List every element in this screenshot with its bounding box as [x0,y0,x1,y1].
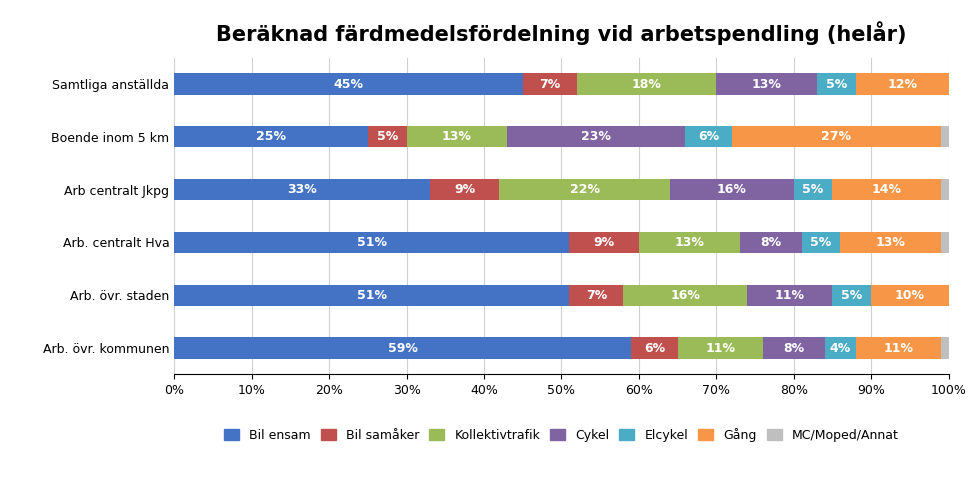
Text: 6%: 6% [698,130,719,144]
Text: 5%: 5% [377,130,398,144]
Bar [802,232,840,253]
Text: 27%: 27% [822,130,851,144]
Title: Beräknad färdmedelsfördelning vid arbetspendling (helår): Beräknad färdmedelsfördelning vid arbets… [216,21,907,45]
Bar [523,73,577,95]
Text: 9%: 9% [593,236,615,249]
Bar [430,179,499,200]
Bar [716,73,817,95]
Text: 16%: 16% [671,288,700,302]
Text: 5%: 5% [841,288,862,302]
Text: 7%: 7% [539,77,560,91]
Bar [941,337,949,359]
Bar [832,285,871,306]
Text: 13%: 13% [442,130,471,144]
Bar [794,179,832,200]
Text: 5%: 5% [802,183,824,196]
Bar [871,285,949,306]
Text: 9%: 9% [454,183,475,196]
Bar [174,126,368,147]
Text: 6%: 6% [644,341,665,355]
Bar [817,73,856,95]
Bar [174,73,523,95]
Text: 8%: 8% [760,236,781,249]
Text: 14%: 14% [872,183,901,196]
Text: 7%: 7% [586,288,607,302]
Bar [174,337,631,359]
Bar [507,126,685,147]
Bar [832,179,941,200]
Bar [856,337,941,359]
Bar [825,337,856,359]
Text: 10%: 10% [895,288,924,302]
Bar [670,179,794,200]
Bar [407,126,507,147]
Bar [569,285,623,306]
Text: 4%: 4% [830,341,851,355]
Bar [856,73,949,95]
Bar [747,285,832,306]
Text: 13%: 13% [675,236,704,249]
Bar [941,179,949,200]
Bar [639,232,740,253]
Text: 18%: 18% [632,77,661,91]
Bar [368,126,407,147]
Bar [174,285,569,306]
Text: 51%: 51% [357,236,386,249]
Text: 11%: 11% [884,341,913,355]
Text: 11%: 11% [775,288,804,302]
Bar [732,126,941,147]
Text: 51%: 51% [357,288,386,302]
Bar [840,232,941,253]
Bar [623,285,747,306]
Text: 59%: 59% [388,341,417,355]
Text: 25%: 25% [257,130,286,144]
Legend: Bil ensam, Bil samåker, Kollektivtrafik, Cykel, Elcykel, Gång, MC/Moped/Annat: Bil ensam, Bil samåker, Kollektivtrafik,… [225,428,898,442]
Text: 8%: 8% [783,341,804,355]
Bar [941,126,949,147]
Bar [577,73,716,95]
Bar [678,337,763,359]
Bar [569,232,639,253]
Text: 22%: 22% [570,183,599,196]
Text: 12%: 12% [888,77,917,91]
Bar [685,126,732,147]
Text: 11%: 11% [706,341,735,355]
Text: 45%: 45% [334,77,363,91]
Text: 16%: 16% [717,183,746,196]
Text: 33%: 33% [287,183,317,196]
Bar [174,232,569,253]
Bar [740,232,802,253]
Bar [174,179,430,200]
Bar [499,179,670,200]
Text: 13%: 13% [752,77,781,91]
Text: 5%: 5% [810,236,832,249]
Text: 5%: 5% [826,77,847,91]
Text: 13%: 13% [876,236,905,249]
Text: 23%: 23% [582,130,611,144]
Bar [631,337,678,359]
Bar [763,337,825,359]
Bar [941,232,949,253]
